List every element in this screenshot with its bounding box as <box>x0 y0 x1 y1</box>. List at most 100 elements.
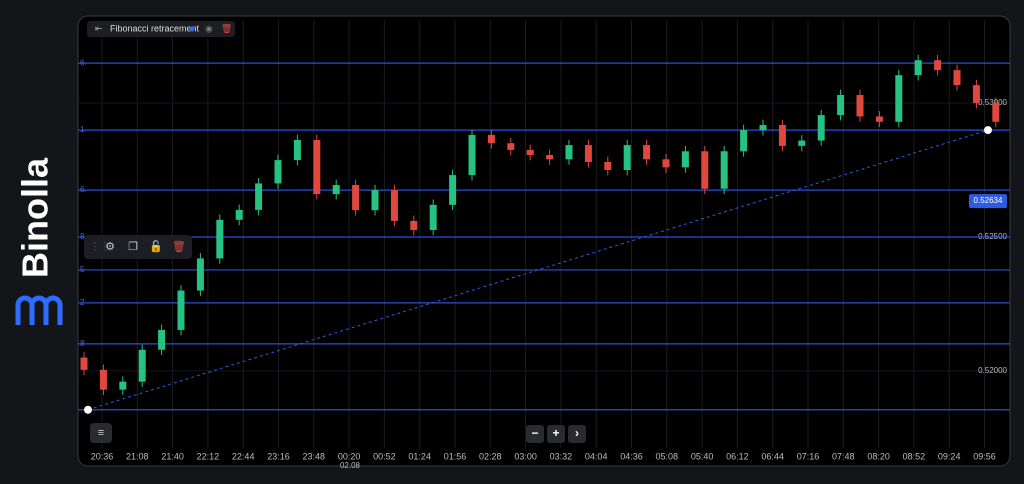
brand-icon <box>15 295 63 325</box>
svg-text:❐: ❐ <box>128 241 138 253</box>
candle-body <box>934 60 942 71</box>
x-tick-label: 23:16 <box>267 451 290 461</box>
candle-body <box>565 145 573 160</box>
candle-body <box>313 140 321 195</box>
candle-body <box>138 349 146 382</box>
fib-trend <box>87 129 989 411</box>
svg-text:≡: ≡ <box>98 427 104 439</box>
y-tick-label: 0.52000 <box>978 366 1007 375</box>
candle-body <box>798 140 806 146</box>
candle-body <box>371 190 379 211</box>
candle-body <box>235 209 243 220</box>
candle-body <box>817 115 825 141</box>
candle-body <box>681 151 689 168</box>
candle-body <box>80 357 88 370</box>
candle-body <box>972 85 980 104</box>
candle-body <box>410 220 418 231</box>
x-tick-label: 00:20 <box>338 451 361 461</box>
fib-label: 5 <box>80 265 85 274</box>
candle-body <box>778 125 786 146</box>
candle-body <box>895 75 903 122</box>
x-tick-label: 02:28 <box>479 451 502 461</box>
price-tag-label: 0.52634 <box>974 196 1003 205</box>
svg-text:🗑: 🗑 <box>221 23 232 33</box>
zoom-button[interactable] <box>547 425 565 443</box>
x-tick-label: 08:52 <box>903 451 926 461</box>
candle-body <box>255 183 263 210</box>
svg-text:⚙: ⚙ <box>105 241 115 253</box>
candle-body <box>99 369 107 390</box>
candle-body <box>507 143 515 150</box>
candle-body <box>856 95 864 117</box>
x-tick-label: 09:56 <box>973 451 996 461</box>
candle-body <box>875 116 883 122</box>
fib-anchor[interactable] <box>84 405 92 414</box>
candle-body <box>643 145 651 160</box>
candle-body <box>216 219 224 259</box>
price-tag <box>969 194 1007 209</box>
candle-body <box>468 134 476 176</box>
x-tick-label: 20:36 <box>91 451 114 461</box>
zoom-button-label: › <box>575 426 579 440</box>
candle-body <box>449 175 457 205</box>
candle-body <box>953 70 961 86</box>
zoom-button-label: − <box>531 426 538 440</box>
candle-body <box>352 185 360 211</box>
svg-text:⇤: ⇤ <box>95 23 103 33</box>
svg-text:◉: ◉ <box>205 23 213 33</box>
candle-body <box>740 130 748 152</box>
candle-body <box>487 134 495 144</box>
x-tick-label: 03:32 <box>550 451 573 461</box>
y-tick-label: 0.53000 <box>978 98 1007 107</box>
x-tick-label: 22:44 <box>232 451 255 461</box>
x-tick-label: 07:16 <box>797 451 820 461</box>
x-tick-label: 04:36 <box>620 451 643 461</box>
candle-body <box>332 185 340 195</box>
candle-body <box>992 103 1000 122</box>
candle-body <box>914 60 922 76</box>
tool-name: Fibonacci retracement <box>110 23 200 33</box>
candle-body <box>604 161 612 171</box>
fib-label: 1 <box>80 125 85 134</box>
fib-label: 8 <box>80 232 85 241</box>
svg-text:🔓: 🔓 <box>149 240 163 253</box>
x-tick-label: 05:40 <box>691 451 714 461</box>
candle-body <box>429 204 437 231</box>
drawing-toolbar[interactable]: ⋮⋮ ⚙ ❐ 🔓 🗑 <box>84 235 192 259</box>
x-tick-label: 04:04 <box>585 451 608 461</box>
fib-label: 6. <box>80 185 87 194</box>
candle-body <box>274 160 282 184</box>
candle-body <box>837 95 845 116</box>
zoom-button[interactable] <box>568 425 586 443</box>
candle-body <box>759 125 767 131</box>
fib-anchor[interactable] <box>984 126 992 135</box>
fib-label: 6. <box>80 58 87 67</box>
svg-text:⋮⋮: ⋮⋮ <box>90 242 110 253</box>
chart-frame <box>77 15 1011 467</box>
candle-body <box>177 290 185 330</box>
x-tick-label: 23:48 <box>303 451 326 461</box>
x-tick-label: 06:44 <box>761 451 784 461</box>
candle-body <box>623 145 631 171</box>
candle-body <box>196 258 204 291</box>
x-tick-label: 01:24 <box>408 451 431 461</box>
brand: Binolla <box>15 157 56 278</box>
x-tick-label: 07:48 <box>832 451 855 461</box>
zoom-button[interactable] <box>526 425 544 443</box>
candle-body <box>546 155 554 160</box>
candle-body <box>390 190 398 221</box>
candle-body <box>720 151 728 189</box>
svg-text:🗑: 🗑 <box>172 240 186 253</box>
candle-body <box>584 145 592 162</box>
x-tick-label: 22:12 <box>197 451 220 461</box>
candle-body <box>158 329 166 350</box>
settings-button[interactable]: ≡ <box>90 423 112 443</box>
candle-body <box>701 151 709 189</box>
fib-label: 8 <box>80 339 85 348</box>
fib-label: 2 <box>80 298 85 307</box>
tool-chip[interactable]: ⇤ Fibonacci retracement ◉ 🗑 <box>87 21 235 37</box>
candle-body <box>293 140 301 161</box>
x-tick-label: 08:20 <box>867 451 890 461</box>
